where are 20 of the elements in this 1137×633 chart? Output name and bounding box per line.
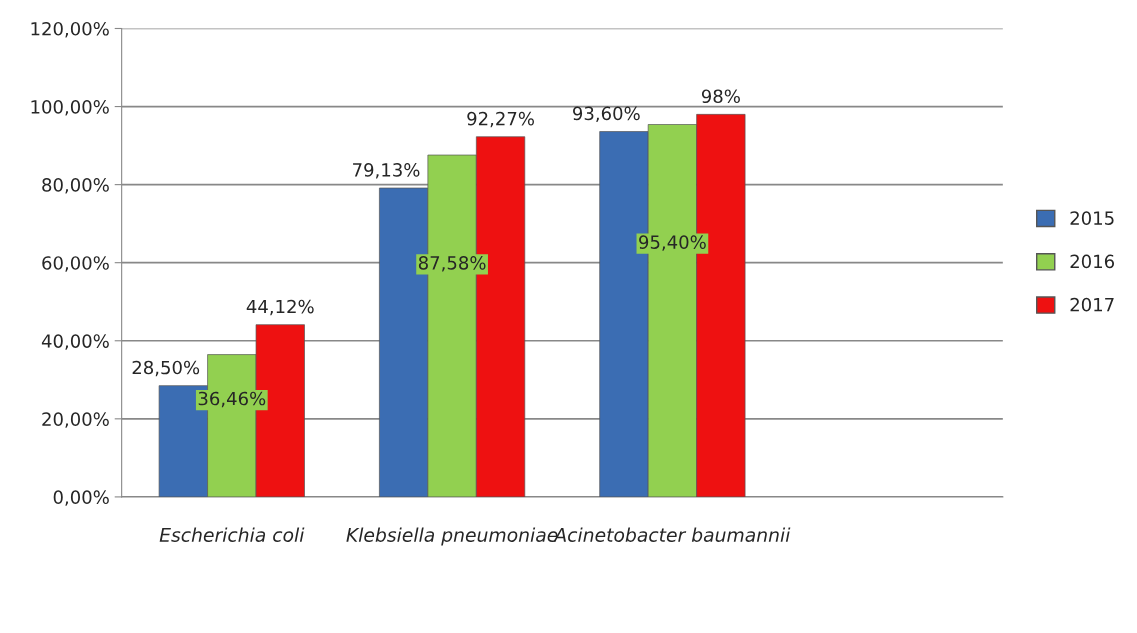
y-tick-label: 120,00% bbox=[31, 21, 109, 38]
y-tick-label: 60,00% bbox=[42, 256, 109, 272]
y-tick-label: 100,00% bbox=[31, 100, 109, 116]
data-label: 36,46% bbox=[198, 391, 266, 408]
legend-label: 2016 bbox=[1070, 254, 1115, 269]
data-label: 95,40% bbox=[639, 235, 706, 251]
data-label: 79,13% bbox=[353, 163, 420, 179]
data-label: 44,12% bbox=[246, 299, 314, 316]
y-tick-label: 20,00% bbox=[42, 412, 109, 428]
data-label: 93,60% bbox=[573, 106, 640, 123]
x-tick-label: Escherichia coli bbox=[159, 527, 305, 542]
data-label: 98% bbox=[701, 89, 740, 104]
y-tick-label: 40,00% bbox=[41, 334, 109, 350]
data-label: 28,50% bbox=[132, 360, 200, 377]
legend-label: 2015 bbox=[1070, 211, 1114, 225]
data-label: 87,58% bbox=[418, 256, 486, 272]
legend-label: 2017 bbox=[1070, 297, 1114, 312]
y-tick-label: 80,00% bbox=[42, 178, 109, 194]
y-tick-label: 0,00% bbox=[53, 490, 109, 506]
data-label: 92,27% bbox=[467, 111, 534, 128]
